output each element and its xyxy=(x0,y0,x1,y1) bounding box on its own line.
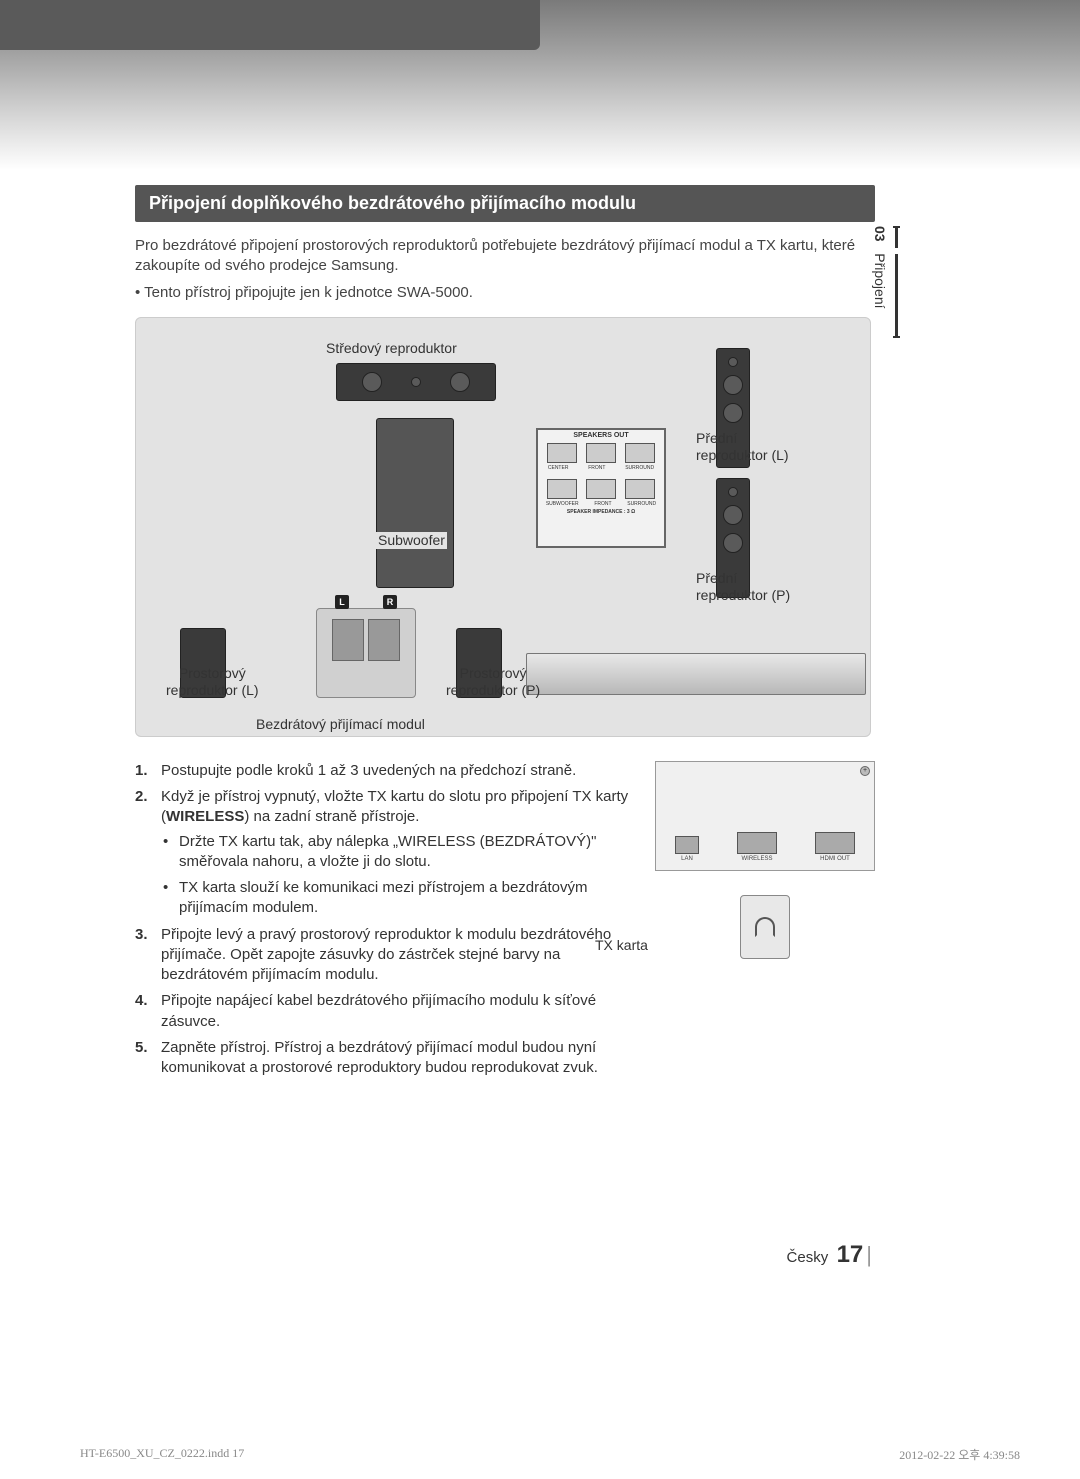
steps-list: Postupujte podle kroků 1 až 3 uvedených … xyxy=(135,761,635,1085)
tx-card-figure: + LAN WIRELESS HDMI OUT TX karta xyxy=(655,761,875,1085)
main-unit-icon xyxy=(526,653,866,695)
tx-card-label: TX karta xyxy=(595,937,648,953)
label-center-speaker: Středový reproduktor xyxy=(326,340,457,357)
port-lan: LAN xyxy=(681,856,693,862)
page-top-gradient xyxy=(0,0,1080,170)
subwoofer-icon xyxy=(376,418,454,588)
print-timestamp: 2012-02-22 오후 4:39:58 xyxy=(899,1446,1020,1463)
panel-title: SPEAKERS OUT xyxy=(538,430,664,441)
port-hdmi: HDMI OUT xyxy=(820,856,850,862)
port-wireless: WIRELESS xyxy=(741,856,772,862)
side-tab-bar xyxy=(895,226,898,338)
label-front-r: Předníreproduktor (P) xyxy=(696,570,790,604)
label-surround-r: Prostorovýreproduktor (P) xyxy=(446,665,540,699)
step-1: Postupujte podle kroků 1 až 3 uvedených … xyxy=(135,761,635,781)
label-surround-l: Prostorovýreproduktor (L) xyxy=(166,665,259,699)
step-2: Když je přístroj vypnutý, vložte TX kart… xyxy=(135,787,635,919)
section-header: Připojení doplňkového bezdrátového přijí… xyxy=(135,185,875,222)
note-bullet: Tento přístroj připojujte jen k jednotce… xyxy=(135,283,875,303)
rear-panel-icon: + LAN WIRELESS HDMI OUT xyxy=(655,761,875,871)
step-5: Zapněte přístroj. Přístroj a bezdrátový … xyxy=(135,1038,635,1079)
impedance-label: SPEAKER IMPEDANCE : 3 Ω xyxy=(538,507,664,517)
intro-paragraph: Pro bezdrátové připojení prostorových re… xyxy=(135,236,875,277)
print-file: HT-E6500_XU_CZ_0222.indd 17 xyxy=(80,1446,244,1463)
step-2-sub-2: TX karta slouží ke komunikaci mezi příst… xyxy=(161,878,635,919)
footer-lang: Česky xyxy=(787,1249,829,1266)
l-mark: L xyxy=(335,595,349,609)
wireless-receiver-icon: L R xyxy=(316,608,416,698)
footer-page-number: 17 xyxy=(837,1241,864,1268)
page-footer: Česky 17| xyxy=(787,1241,872,1269)
step-4: Připojte napájecí kabel bezdrátového při… xyxy=(135,991,635,1032)
center-speaker-icon xyxy=(336,363,496,401)
side-tab-gap xyxy=(894,248,899,254)
step-3: Připojte levý a pravý prostorový reprodu… xyxy=(135,925,635,986)
label-subwoofer: Subwoofer xyxy=(376,532,447,549)
label-front-l: Předníreproduktor (L) xyxy=(696,430,789,464)
connection-diagram: Středový reproduktor Předníreproduktor (… xyxy=(135,317,871,737)
speaker-out-panel: SPEAKERS OUT CENTER FRONT SURROUND SUBWO… xyxy=(536,428,666,548)
page-content: Připojení doplňkového bezdrátového přijí… xyxy=(135,185,875,1084)
print-footer: HT-E6500_XU_CZ_0222.indd 17 2012-02-22 오… xyxy=(80,1446,1020,1463)
step-2-sub-1: Držte TX kartu tak, aby nálepka „WIRELES… xyxy=(161,832,635,873)
steps-area: Postupujte podle kroků 1 až 3 uvedených … xyxy=(135,761,875,1085)
r-mark: R xyxy=(383,595,397,609)
tx-card-icon xyxy=(740,895,790,959)
label-receiver-module: Bezdrátový přijímací modul xyxy=(256,716,425,733)
